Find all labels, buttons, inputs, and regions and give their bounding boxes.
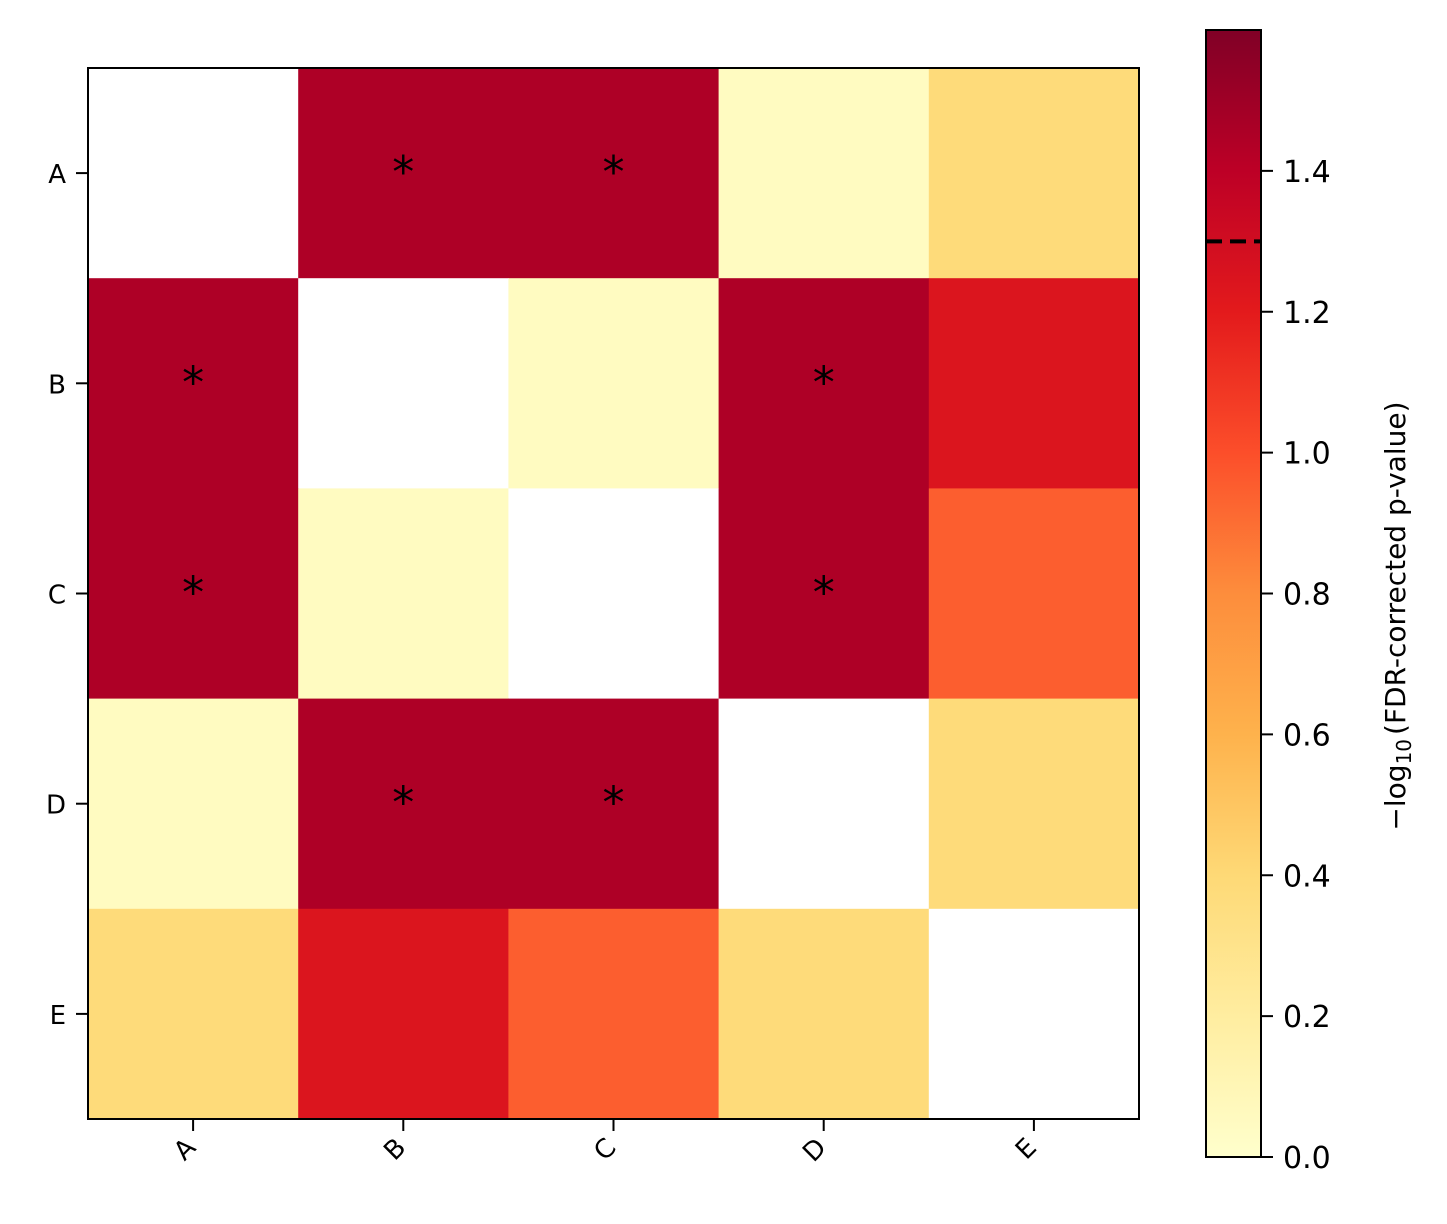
x-tick-label: E: [1010, 1133, 1043, 1166]
significance-markers: * * * * * * * *: [182, 147, 835, 829]
colorbar-tick-label: 1.2: [1283, 296, 1331, 331]
heatmap-cell-A-E: [928, 68, 1140, 279]
significance-star: *: [603, 778, 625, 829]
significance-star: *: [182, 357, 204, 408]
heatmap-cell-A-D: [718, 68, 930, 279]
heatmap-cell-D-E: [928, 698, 1140, 910]
heatmap-cell-D-D: [718, 698, 930, 910]
colorbar-ticks: 0.0 0.2 0.4 0.6 0.8 1.0 1.2 1.4: [1261, 155, 1331, 1176]
colorbar-tick-label: 0.4: [1283, 859, 1331, 894]
colorbar-tick-label: 0.0: [1283, 1141, 1331, 1176]
y-tick-label: D: [46, 791, 66, 821]
heatmap-cell-C-E: [928, 488, 1140, 700]
heatmap-cell-E-C: [508, 908, 720, 1120]
heatmap-cell-D-B: [298, 698, 509, 910]
x-axis: A B C D E: [168, 1119, 1043, 1168]
colorbar-tick-label: 0.8: [1283, 578, 1331, 613]
colorbar-label: −log10(FDR-corrected p-value): [1379, 401, 1416, 830]
heatmap-cell-C-D: [718, 488, 930, 700]
colorbar-gradient: [1206, 30, 1261, 1157]
x-tick-label: D: [797, 1133, 832, 1168]
colorbar-tick-label: 0.2: [1283, 1000, 1331, 1035]
heatmap-cell-B-C: [508, 278, 720, 489]
heatmap-cell-A-C: [508, 68, 720, 279]
y-tick-label: A: [48, 160, 66, 190]
heatmap-cell-C-C: [508, 488, 720, 700]
heatmap-cell-C-A: [88, 488, 299, 700]
x-tick-label: B: [378, 1133, 412, 1167]
heatmap-cell-D-C: [508, 698, 720, 910]
colorbar: 0.0 0.2 0.4 0.6 0.8 1.0 1.2 1.4 −log10(FDR-corr…: [1205, 29, 1416, 1176]
x-tick-label: A: [168, 1133, 202, 1167]
heatmap-cell-B-B: [298, 278, 509, 489]
y-tick-label: E: [50, 1001, 66, 1031]
x-tick-label: C: [588, 1133, 622, 1167]
heatmap-cell-B-D: [718, 278, 930, 489]
heatmap-cell-A-B: [298, 68, 509, 279]
heatmap-cell-B-A: [88, 278, 299, 489]
significance-star: *: [813, 357, 835, 408]
y-tick-label: C: [48, 581, 66, 611]
heatmap-cell-E-B: [298, 908, 509, 1120]
heatmap-cell-E-A: [88, 908, 299, 1120]
significance-star: *: [603, 147, 625, 198]
significance-star: *: [392, 147, 414, 198]
y-axis: A B C D E: [46, 160, 88, 1031]
significance-star: *: [182, 568, 204, 619]
heatmap-cell-E-E: [928, 908, 1140, 1120]
colorbar-tick-label: 1.0: [1283, 437, 1331, 472]
heatmap-cell-E-D: [718, 908, 930, 1120]
heatmap-cell-D-A: [88, 698, 299, 910]
heatmap-cell-A-A: [88, 68, 299, 279]
y-tick-label: B: [48, 370, 66, 400]
colorbar-tick-label: 1.4: [1283, 155, 1331, 190]
significance-star: *: [813, 568, 835, 619]
heatmap-cells: [88, 68, 1140, 1120]
colorbar-tick-label: 0.6: [1283, 718, 1331, 753]
heatmap-cell-C-B: [298, 488, 509, 700]
significance-star: *: [392, 778, 414, 829]
heatmap-cell-B-E: [928, 278, 1140, 489]
